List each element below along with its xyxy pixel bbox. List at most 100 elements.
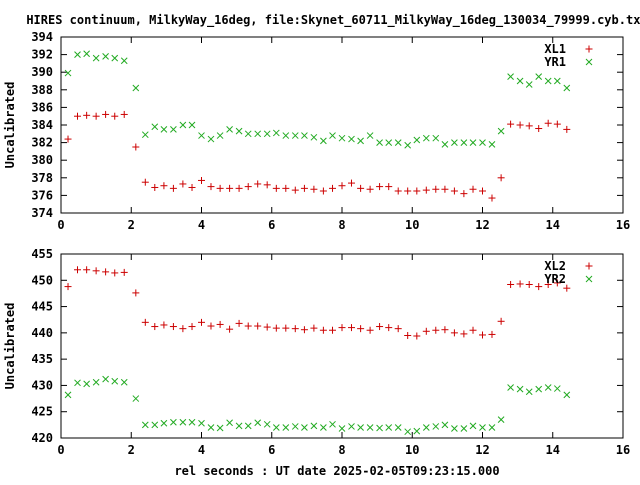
data-point <box>282 424 290 431</box>
data-point <box>507 120 515 128</box>
data-point <box>102 110 110 118</box>
data-point <box>160 419 168 427</box>
marker-stroke <box>235 422 243 430</box>
data-point <box>179 325 187 333</box>
data-point <box>394 424 402 431</box>
data-point <box>83 111 91 119</box>
data-point <box>244 130 252 138</box>
data-point <box>535 283 543 291</box>
data-point <box>394 325 402 333</box>
data-point <box>132 289 140 297</box>
x-axis-label: rel seconds : UT date 2025-02-05T09:23:1… <box>174 464 499 478</box>
data-point <box>366 424 374 431</box>
data-point <box>329 326 337 334</box>
data-point <box>310 133 318 141</box>
data-point <box>244 322 252 330</box>
x-tick-label: 8 <box>338 218 345 232</box>
x-tick-label: 16 <box>616 218 630 232</box>
legend-marker <box>585 58 593 66</box>
data-point <box>479 424 486 431</box>
marker-stroke <box>348 135 355 143</box>
marker-stroke <box>141 421 149 429</box>
marker-stroke <box>92 378 100 386</box>
marker-stroke <box>432 134 440 142</box>
data-point <box>310 324 318 332</box>
data-point <box>226 325 234 333</box>
data-point <box>366 326 374 334</box>
data-point <box>563 125 571 133</box>
y-tick-label: 445 <box>31 300 53 314</box>
marker-stroke <box>216 132 224 139</box>
marker-stroke <box>170 418 177 426</box>
data-point <box>516 385 524 393</box>
marker-stroke <box>469 139 477 146</box>
data-point <box>479 187 486 195</box>
y-tick-label: 392 <box>31 48 53 62</box>
bottom-panel: 0 2 4 6 8 10 12 14 16 420 425 430 435 440 445 450 455 Unc… <box>3 247 630 457</box>
data-point <box>516 121 524 129</box>
marker-stroke <box>64 69 72 77</box>
marker-stroke <box>507 73 514 80</box>
data-point <box>74 112 82 120</box>
marker-stroke <box>254 419 262 427</box>
marker-stroke <box>357 137 364 145</box>
marker-stroke <box>207 135 215 143</box>
data-point <box>525 81 533 88</box>
marker-stroke <box>432 423 440 430</box>
data-point <box>535 73 543 80</box>
x-tick-label: 4 <box>198 218 205 232</box>
data-point <box>469 422 477 430</box>
data-point <box>488 330 496 338</box>
data-point <box>169 323 177 331</box>
data-point <box>207 183 215 191</box>
y-tick-label: 374 <box>31 206 53 220</box>
marker-stroke <box>160 126 168 133</box>
y-axis-label: Uncalibrated <box>3 303 17 390</box>
data-point <box>404 331 412 339</box>
data-point <box>525 122 533 130</box>
marker-stroke <box>441 421 449 429</box>
data-point <box>141 178 149 186</box>
x-tick-label: 10 <box>405 443 419 457</box>
marker-stroke <box>320 137 327 145</box>
marker-stroke <box>544 77 552 85</box>
marker-stroke <box>263 420 271 428</box>
data-point <box>553 77 561 85</box>
data-point <box>338 324 346 332</box>
data-point <box>92 54 100 62</box>
marker-stroke <box>488 424 496 431</box>
marker-stroke <box>366 132 374 139</box>
data-point <box>226 184 234 192</box>
data-point <box>516 77 524 85</box>
marker-stroke <box>291 423 299 430</box>
data-point <box>376 424 383 432</box>
data-point <box>83 266 91 274</box>
data-point <box>516 280 524 288</box>
data-point <box>235 127 243 135</box>
data-point <box>310 422 318 430</box>
data-point <box>460 139 468 146</box>
legend-marker <box>585 45 593 53</box>
data-point <box>120 378 128 386</box>
marker-stroke <box>282 132 290 139</box>
data-point <box>291 325 299 333</box>
marker-stroke <box>376 139 383 146</box>
data-point <box>450 329 458 337</box>
legend-label: XL2 <box>544 259 566 273</box>
data-point <box>497 416 505 423</box>
marker-stroke <box>160 419 168 427</box>
x-tick-label: 2 <box>128 218 135 232</box>
data-point <box>188 121 196 129</box>
data-point <box>235 319 243 327</box>
data-point <box>272 184 280 192</box>
data-point <box>488 194 496 202</box>
data-point <box>376 183 384 191</box>
data-point <box>272 324 280 332</box>
legend-label: XL1 <box>544 42 566 56</box>
marker-stroke <box>376 424 383 432</box>
marker-stroke <box>460 425 468 432</box>
data-point <box>497 174 505 182</box>
chart-title: HIRES continuum, MilkyWay_16deg, file:Sk… <box>26 13 640 28</box>
y-tick-label: 376 <box>31 188 53 202</box>
